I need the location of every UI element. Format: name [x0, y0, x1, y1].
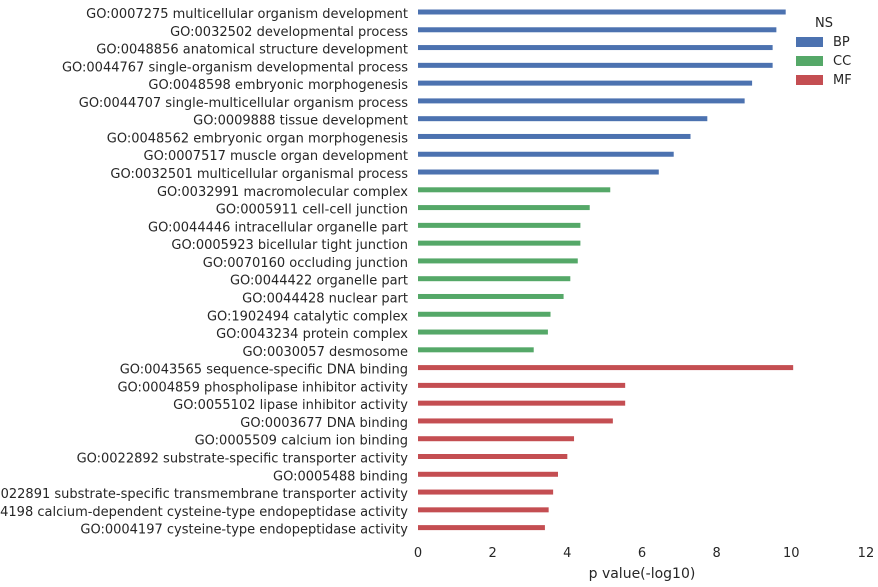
category-label: GO:0004197 cysteine-type endopeptidase a…: [80, 523, 408, 538]
bar-bp: [418, 169, 659, 175]
bar-mf: [418, 400, 626, 406]
category-label: GO:0004859 phospholipase inhibitor activ…: [117, 380, 408, 395]
bar-mf: [418, 382, 626, 388]
bar-mf: [418, 525, 545, 531]
category-label: GO:0043565 sequence-specific DNA binding: [120, 363, 408, 378]
bar-cc: [418, 276, 571, 282]
category-label: GO:0048598 embryonic morphogenesis: [148, 78, 408, 93]
bar-cc: [418, 240, 581, 246]
bar-bp: [418, 98, 745, 104]
category-label: GO:0030057 desmosome: [242, 345, 408, 360]
bar-cc: [418, 205, 590, 211]
bar-cc: [418, 258, 578, 264]
category-label: GO:0005509 calcium ion binding: [195, 434, 408, 449]
category-label: GO:0004198 calcium-dependent cysteine-ty…: [0, 505, 408, 520]
x-tick-label: 0: [414, 546, 422, 561]
bar-bp: [418, 151, 674, 157]
legend-swatch-cc: [796, 56, 823, 66]
bar-cc: [418, 187, 611, 193]
bar-cc: [418, 329, 548, 335]
x-tick-label: 2: [489, 546, 497, 561]
bar-cc: [418, 222, 581, 228]
category-label: GO:0048856 anatomical structure developm…: [96, 43, 408, 58]
bar-bp: [418, 27, 777, 33]
bar-mf: [418, 507, 549, 513]
category-label: GO:0055102 lipase inhibitor activity: [173, 398, 408, 413]
category-label: GO:0032501 multicellular organismal proc…: [110, 167, 408, 182]
bar-mf: [418, 471, 558, 477]
category-label: GO:0007275 multicellular organism develo…: [86, 7, 408, 22]
category-label: GO:0032502 developmental process: [170, 25, 408, 40]
x-axis-title: p value(-log10): [589, 566, 696, 582]
category-label: GO:0022892 substrate-specific transporte…: [77, 452, 409, 467]
legend-label-mf: MF: [833, 73, 852, 88]
bars-layer: [418, 9, 794, 531]
category-label: GO:0022891 substrate-specific transmembr…: [0, 487, 408, 502]
category-label: GO:0003677 DNA binding: [240, 416, 408, 431]
category-label: GO:0044767 single-organism developmental…: [62, 60, 408, 75]
legend-title: NS: [815, 16, 833, 31]
x-axis: 0 2 4 6 8 10 12: [414, 546, 874, 561]
category-label: GO:0005923 bicellular tight junction: [171, 238, 408, 253]
category-label: GO:0007517 muscle organ development: [144, 149, 408, 164]
x-tick-label: 8: [712, 546, 720, 561]
bar-bp: [418, 133, 691, 139]
category-label: GO:0048562 embryonic organ morphogenesis: [107, 131, 408, 146]
bar-bp: [418, 45, 773, 51]
legend: NS BP CC MF: [796, 16, 852, 88]
category-label: GO:0009888 tissue development: [193, 114, 408, 129]
bar-bp: [418, 9, 786, 15]
x-tick-label: 10: [783, 546, 800, 561]
x-tick-label: 6: [638, 546, 646, 561]
legend-label-bp: BP: [833, 35, 850, 50]
x-tick-label: 12: [858, 546, 875, 561]
bar-cc: [418, 311, 551, 317]
bar-bp: [418, 80, 753, 86]
category-label: GO:0005488 binding: [273, 469, 408, 484]
bar-cc: [418, 347, 534, 353]
category-label: GO:0032991 macromolecular complex: [157, 185, 408, 200]
category-label: GO:0070160 occluding junction: [203, 256, 408, 271]
category-label: GO:0044446 intracellular organelle part: [148, 220, 408, 235]
category-label: GO:0044428 nuclear part: [242, 291, 408, 306]
legend-label-cc: CC: [833, 54, 851, 69]
category-label: GO:1902494 catalytic complex: [207, 309, 408, 324]
bar-mf: [418, 418, 613, 424]
bar-mf: [418, 365, 794, 371]
category-label: GO:0005911 cell-cell junction: [216, 203, 408, 218]
category-label: GO:0043234 protein complex: [216, 327, 408, 342]
bar-mf: [418, 489, 554, 495]
x-tick-label: 4: [563, 546, 571, 561]
bar-mf: [418, 436, 575, 442]
legend-swatch-mf: [796, 75, 823, 85]
category-labels: GO:0007275 multicellular organism develo…: [0, 7, 408, 538]
bar-mf: [418, 454, 568, 459]
bar-cc: [418, 293, 564, 299]
category-label: GO:0044422 organelle part: [230, 274, 408, 289]
bar-bp: [418, 116, 708, 122]
bar-bp: [418, 62, 773, 68]
category-label: GO:0044707 single-multicellular organism…: [79, 96, 408, 111]
legend-swatch-bp: [796, 37, 823, 47]
